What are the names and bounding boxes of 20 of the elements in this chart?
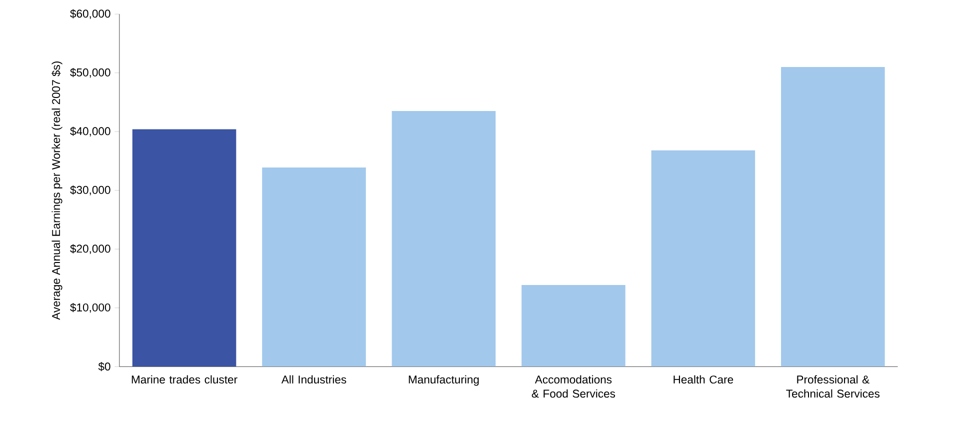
bar <box>392 111 496 367</box>
bar <box>651 150 756 367</box>
y-tick-label: $0 <box>98 362 110 372</box>
y-axis-title: Average Annual Earnings per Worker (real 2007 $s) <box>52 62 62 320</box>
y-tick-label: $60,000 <box>70 9 110 20</box>
x-tick-label: All Industries <box>281 375 346 384</box>
x-tick-label: Accomodations & Food Services <box>532 375 616 398</box>
y-tick-label: $20,000 <box>70 244 110 254</box>
y-tick-label: $30,000 <box>70 186 110 196</box>
y-tick-label: $40,000 <box>70 126 110 137</box>
x-tick-label: Health Care <box>674 375 734 384</box>
x-tick-label: Marine trades cluster <box>132 375 238 384</box>
bar <box>522 285 626 367</box>
bar <box>262 168 366 367</box>
y-tick-label: $50,000 <box>70 68 110 78</box>
x-tick-label: Professional & Technical Services <box>786 375 880 398</box>
y-tick-label: $10,000 <box>70 303 110 313</box>
x-tick-label: Manufacturing <box>408 375 479 386</box>
bar <box>781 67 885 367</box>
bar <box>132 129 236 367</box>
